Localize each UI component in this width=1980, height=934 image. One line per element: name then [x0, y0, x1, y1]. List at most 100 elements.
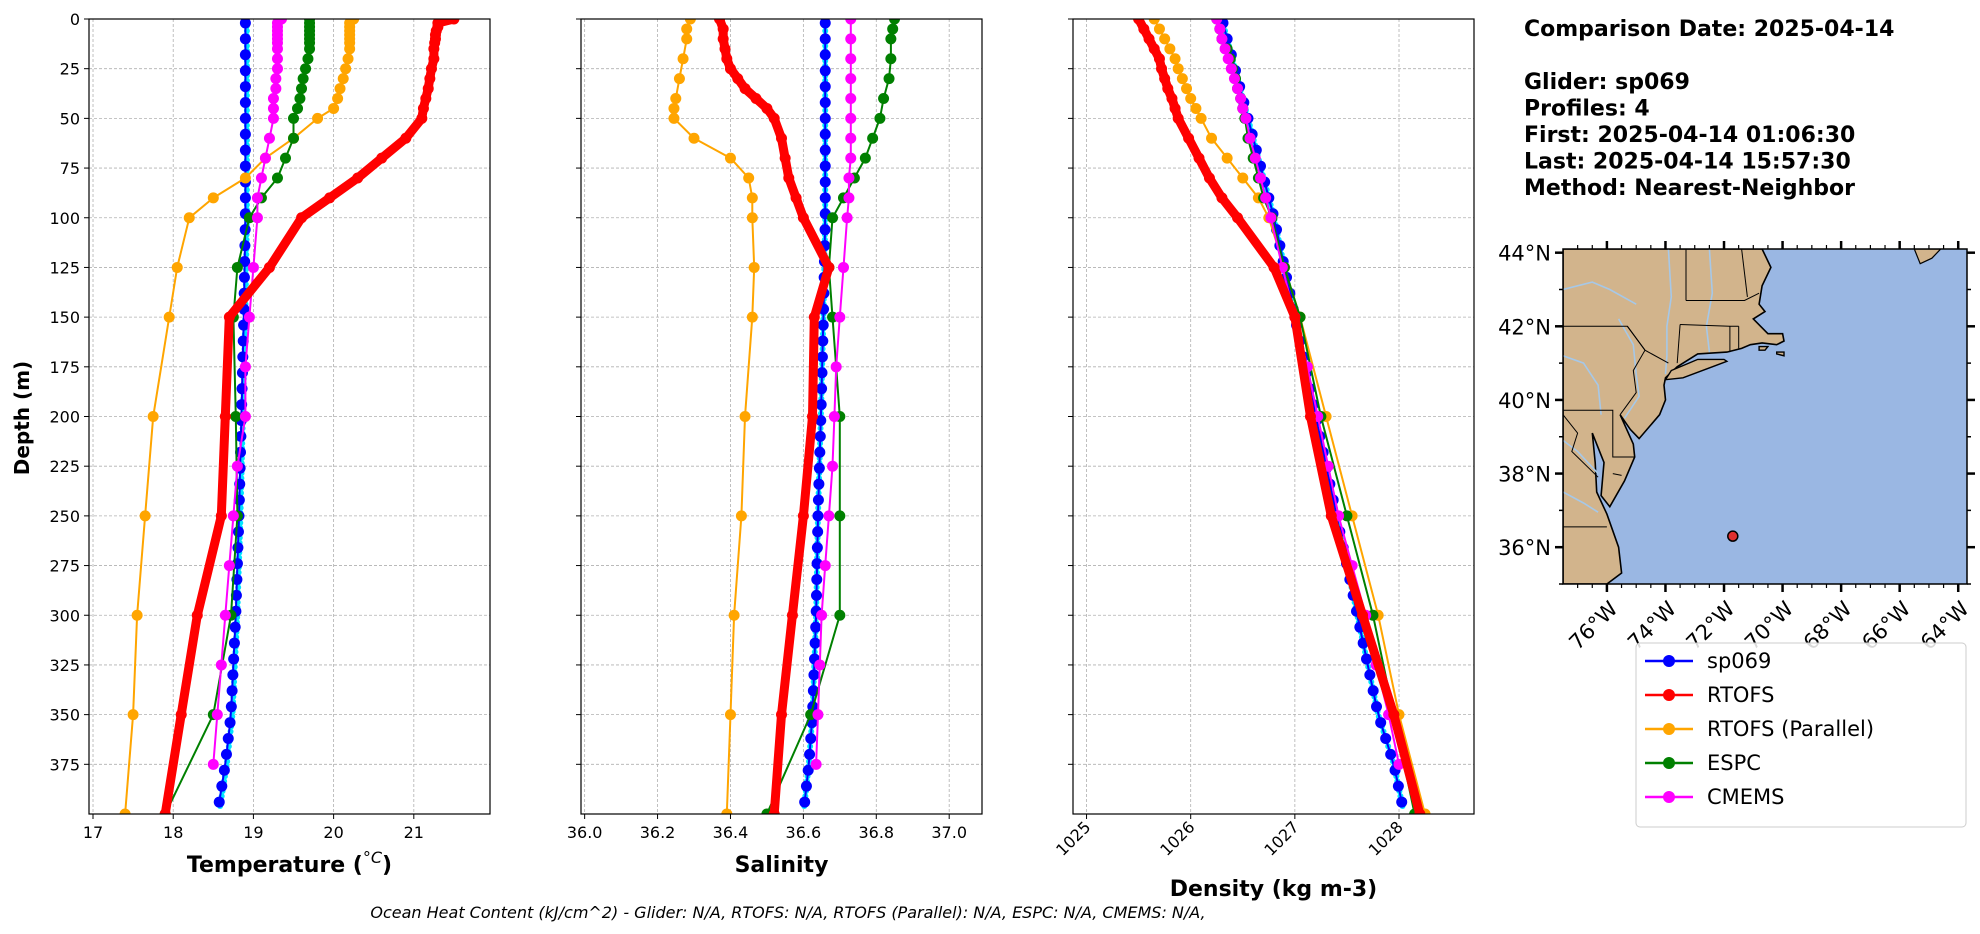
series-point-rtofs	[1268, 261, 1280, 273]
series-point-rtofs-parallel	[340, 63, 352, 75]
series-point-cmems	[1232, 83, 1244, 95]
map-frame	[1562, 248, 1968, 585]
series-point-cmems	[1240, 112, 1252, 124]
series-point-rtofs-parallel	[119, 808, 131, 814]
series-point-rtofs-parallel	[312, 112, 324, 124]
series-point-cmems	[1237, 102, 1249, 114]
series-point-rtofs	[1133, 19, 1145, 25]
series-point-rtofs-parallel	[1169, 53, 1181, 65]
series-point-cmems	[845, 53, 857, 65]
series-point-sp069	[805, 732, 817, 744]
map-lat-label: 40°N	[1498, 389, 1551, 413]
series-point-cmems	[1244, 132, 1256, 144]
salinity-plot-area	[668, 19, 901, 814]
series-point-rtofs-parallel	[344, 43, 356, 55]
series-point-rtofs	[808, 311, 820, 323]
series-point-cmems	[267, 112, 279, 124]
series-point-rtofs-parallel	[668, 102, 680, 114]
series-point-espc	[292, 102, 304, 114]
series-point-cmems	[231, 460, 243, 472]
map-lat-label: 42°N	[1498, 315, 1551, 339]
series-point-rtofs-parallel	[147, 411, 159, 422]
series-point-cmems	[243, 311, 255, 323]
y-tick-label: 275	[49, 557, 80, 576]
map-island	[1776, 351, 1785, 357]
series-point-cmems	[267, 102, 279, 114]
series-point-cmems	[823, 510, 835, 522]
series-point-rtofs	[1169, 102, 1181, 114]
series-point-rtofs-parallel	[684, 19, 696, 25]
series-point-rtofs	[732, 73, 744, 85]
series-point-sp069	[238, 319, 250, 331]
temperature-axis-label: Temperature (°C)	[187, 848, 392, 879]
series-point-rtofs	[191, 609, 203, 621]
series-point-rtofs-parallel	[239, 172, 251, 184]
series-point-cmems	[1254, 172, 1266, 184]
series-point-rtofs	[761, 102, 773, 114]
info-line: Glider: sp069	[1524, 70, 1690, 95]
y-tick-label: 25	[60, 60, 80, 79]
series-point-rtofs	[424, 73, 436, 85]
series-point-rtofs-parallel	[677, 53, 689, 65]
map-border	[1563, 409, 1635, 458]
series-point-rtofs-parallel	[183, 212, 195, 224]
series-point-rtofs	[1153, 53, 1165, 65]
series-point-rtofs	[776, 132, 787, 144]
salinity-axis-label: Salinity	[735, 853, 829, 878]
map-river	[1617, 318, 1640, 419]
legend-swatch-marker	[1663, 655, 1675, 667]
y-tick-label: 150	[49, 308, 80, 327]
x-tick-label: 21	[404, 823, 424, 842]
series-point-sp069	[819, 160, 831, 172]
series-point-rtofs	[768, 112, 780, 124]
legend-label: sp069	[1707, 649, 1771, 673]
series-point-rtofs	[717, 23, 729, 35]
series-point-espc	[243, 212, 255, 224]
series-point-rtofs-parallel	[681, 33, 693, 45]
series-point-rtofs	[790, 192, 802, 204]
series-point-sp069	[239, 19, 251, 29]
series-point-rtofs	[428, 43, 440, 55]
series-point-cmems	[251, 212, 263, 224]
series-point-sp069	[239, 255, 251, 267]
series-point-rtofs-parallel	[681, 23, 693, 35]
series-point-sp069	[804, 748, 816, 760]
series-point-sp069	[819, 144, 831, 156]
series-point-cmems	[845, 152, 857, 164]
series-point-rtofs-parallel	[1190, 102, 1202, 114]
x-tick-label: 19	[243, 823, 263, 842]
series-point-sp069	[238, 271, 250, 283]
series-point-cmems	[271, 63, 283, 75]
series-point-sp069	[239, 49, 251, 61]
series-point-sp069	[228, 653, 240, 665]
series-point-cmems	[845, 132, 857, 144]
info-line: Method: Nearest-Neighbor	[1524, 176, 1855, 201]
series-point-rtofs-parallel	[1153, 23, 1165, 35]
series-point-rtofs-parallel	[1148, 19, 1160, 25]
map-border	[1619, 326, 1646, 415]
series-point-rtofs	[159, 808, 171, 814]
series-point-sp069	[813, 478, 825, 490]
series-point-rtofs	[783, 172, 795, 184]
legend-swatch-marker	[1663, 757, 1675, 769]
series-point-espc	[304, 43, 316, 55]
series-point-cmems	[1228, 73, 1240, 85]
series-point-cmems	[812, 709, 824, 721]
map-lat-label: 36°N	[1498, 536, 1551, 560]
legend-swatch-marker	[1663, 689, 1675, 701]
series-point-sp069	[802, 764, 814, 776]
series-line-cmems	[815, 19, 852, 765]
series-point-sp069	[815, 399, 827, 411]
series-point-cmems	[1235, 93, 1247, 104]
series-point-cmems	[845, 93, 857, 104]
info-line: Last: 2025-04-14 15:57:30	[1524, 150, 1851, 175]
y-tick-label: 250	[49, 507, 80, 526]
series-point-espc	[231, 261, 243, 273]
series-point-rtofs-parallel	[746, 192, 758, 204]
series-point-sp069	[1367, 685, 1379, 697]
series-point-rtofs	[717, 33, 729, 45]
y-tick-label: 300	[49, 606, 80, 625]
series-point-rtofs	[416, 112, 428, 124]
y-tick-label: 100	[49, 209, 80, 228]
series-point-sp069	[816, 351, 828, 363]
